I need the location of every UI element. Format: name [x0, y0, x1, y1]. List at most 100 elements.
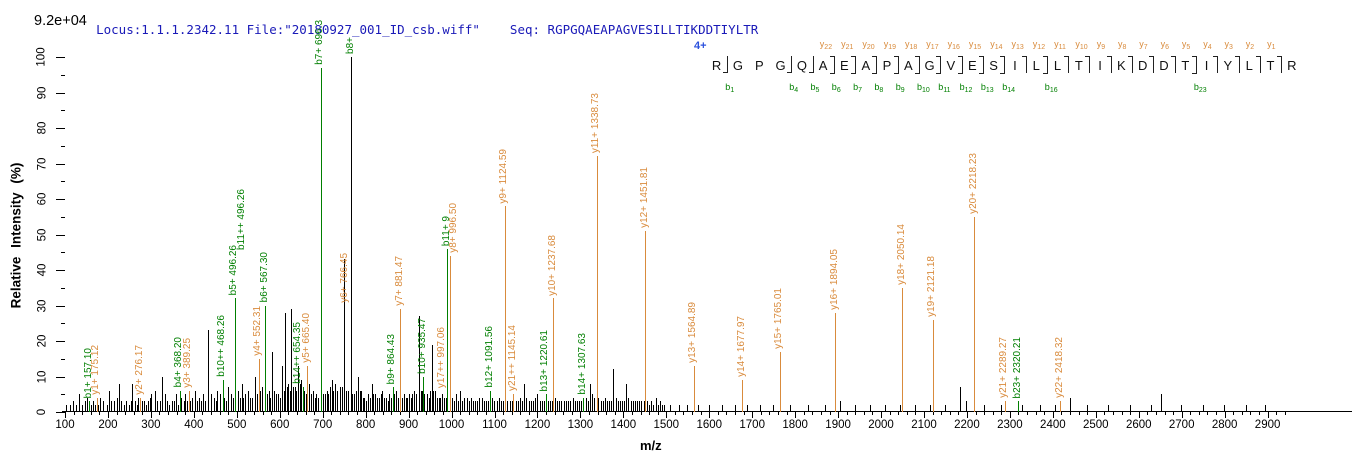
noise-peak: [1108, 404, 1110, 412]
noise-peak: [485, 401, 487, 412]
noise-peak: [197, 401, 199, 412]
noise-peak: [341, 387, 343, 412]
noise-peak: [366, 401, 367, 412]
noise-peak: [492, 397, 494, 412]
x-tick: [65, 412, 66, 418]
peak-label: y16+ 1894.05: [828, 248, 840, 310]
noise-peak: [328, 394, 330, 412]
y-ion-peak: [449, 255, 451, 412]
noise-peak: [369, 397, 371, 412]
noise-peak: [390, 397, 392, 412]
y-ion-peak: [504, 206, 506, 412]
noise-peak: [442, 394, 443, 412]
x-minor-tick: [460, 412, 462, 415]
x-minor-tick: [159, 412, 161, 415]
noise-peak: [557, 401, 559, 412]
peak-label: b5+ 496.26: [228, 245, 240, 296]
noise-peak: [477, 401, 479, 412]
noise-peak: [475, 401, 477, 412]
noise-peak: [649, 404, 650, 412]
y-tick: [56, 128, 65, 129]
noise-peak: [73, 401, 75, 412]
fragment-boundary: [723, 56, 729, 73]
y-tick-label-text: 30: [35, 299, 48, 312]
noise-peak: [159, 401, 161, 412]
noise-peak: [452, 397, 454, 412]
noise-peak: [435, 390, 437, 412]
y-tick-label-text: 100: [36, 47, 48, 67]
residue-letter: A: [904, 58, 913, 73]
residue-letter: D: [1159, 58, 1169, 73]
x-minor-tick: [786, 412, 788, 415]
noise-peak: [641, 401, 643, 412]
x-minor-tick: [503, 412, 505, 415]
noise-peak: [180, 397, 182, 412]
y-tick: [56, 341, 65, 342]
y-ion-marker-label: y6: [1160, 39, 1169, 51]
x-minor-tick: [614, 412, 616, 415]
noise-peak: [175, 394, 177, 412]
noise-peak: [239, 397, 241, 412]
noise-peak: [1160, 394, 1162, 412]
x-minor-tick: [546, 412, 548, 415]
peak-label: b11+ 9: [440, 215, 452, 246]
x-minor-tick: [1155, 412, 1157, 415]
noise-peak: [481, 397, 483, 412]
noise-peak: [457, 401, 459, 412]
noise-peak: [271, 351, 273, 412]
y-ion-peak: [188, 390, 190, 412]
x-minor-tick: [339, 412, 341, 415]
x-minor-tick: [374, 412, 376, 415]
y-ion-peak: [779, 351, 781, 412]
noise-peak: [609, 401, 611, 412]
noise-peak: [287, 387, 288, 412]
b-ion-peak: [545, 394, 547, 412]
x-tick-label: 1600: [696, 419, 723, 431]
noise-peak: [433, 390, 435, 412]
noise-peak: [464, 397, 466, 412]
x-tick: [494, 412, 496, 418]
x-minor-tick: [631, 412, 633, 415]
noise-peak: [708, 404, 710, 412]
noise-peak: [589, 383, 591, 412]
noise-peak: [594, 397, 596, 412]
noise-peak: [162, 376, 163, 412]
x-tick: [1267, 412, 1269, 418]
x-minor-tick: [735, 412, 737, 415]
y-ion-peak: [307, 365, 309, 412]
noise-peak: [151, 394, 153, 412]
noise-peak: [511, 401, 513, 412]
peak-label: b7+ 696.3: [314, 19, 326, 65]
x-minor-tick: [606, 412, 608, 415]
noise-peak: [214, 397, 215, 412]
noise-peak: [385, 397, 387, 412]
noise-peak: [420, 390, 422, 412]
noise-peak: [653, 404, 655, 412]
residue-letter: I: [1013, 58, 1017, 73]
noise-peak: [169, 404, 171, 412]
x-minor-tick: [872, 412, 874, 415]
noise-peak: [154, 390, 156, 412]
x-minor-tick: [717, 412, 719, 415]
x-minor-tick: [202, 412, 204, 415]
x-minor-tick: [889, 412, 891, 415]
x-minor-tick: [571, 412, 573, 415]
y-ion-marker-label: y19: [883, 39, 896, 51]
noise-peak: [136, 404, 138, 412]
y-tick: [56, 234, 65, 236]
x-minor-tick: [975, 412, 977, 415]
noise-peak: [215, 401, 217, 412]
noise-peak: [602, 401, 604, 412]
b-ion-marker-label: b5: [810, 82, 820, 94]
x-minor-tick: [1001, 412, 1003, 415]
x-tick: [1095, 412, 1097, 418]
noise-peak: [195, 390, 197, 412]
noise-peak: [628, 397, 630, 412]
x-minor-tick: [640, 412, 642, 415]
x-minor-tick: [1284, 412, 1286, 415]
noise-peak: [255, 376, 257, 412]
x-minor-tick: [932, 412, 934, 415]
noise-peak: [604, 397, 606, 412]
noise-peak: [428, 397, 430, 412]
noise-peak: [622, 401, 623, 412]
